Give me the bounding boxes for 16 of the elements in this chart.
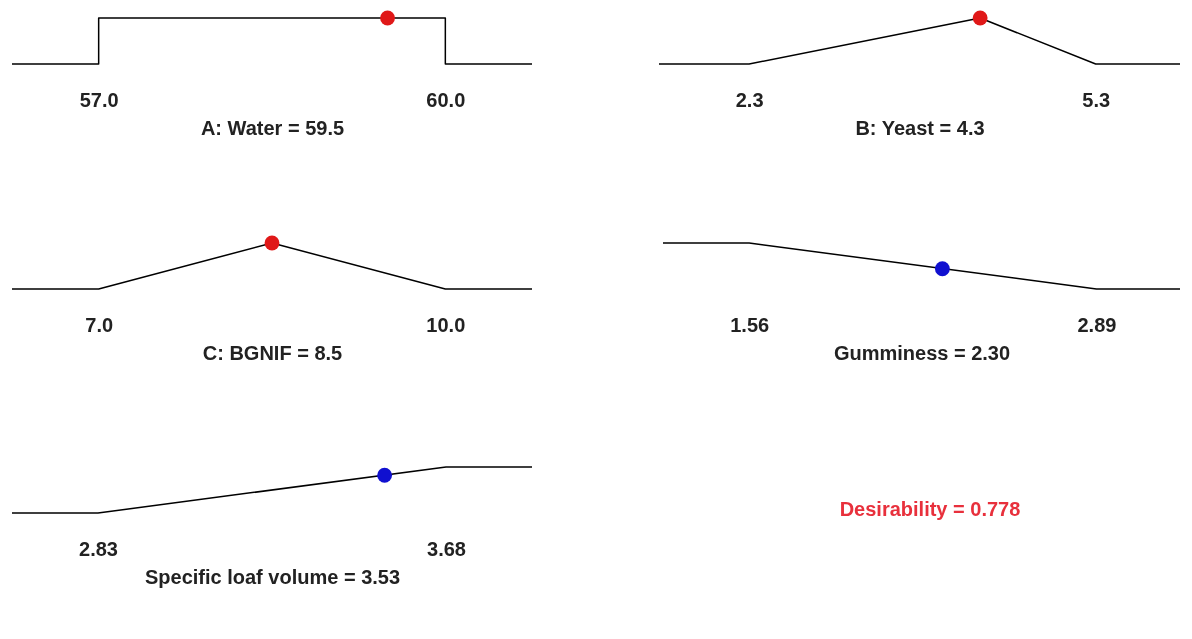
x-tick-label: 10.0 — [426, 313, 466, 336]
x-tick-label: 2.3 — [735, 88, 764, 111]
x-axis-title: B: Yeast = 4.3 — [855, 116, 985, 139]
x-tick-label: 1.56 — [730, 313, 770, 336]
x-tick-label: 2.89 — [1077, 313, 1117, 336]
x-axis-title: A: Water = 59.5 — [200, 116, 345, 139]
text: Desirability = 0.778 — [839, 498, 1021, 520]
x-axis-title: Gumminess = 2.30 — [833, 341, 1011, 364]
x-tick-label: 5.3 — [1082, 88, 1111, 111]
x-tick-label: 7.0 — [85, 313, 114, 336]
x-tick-label: 2.83 — [79, 537, 118, 560]
x-tick-label: 57.0 — [79, 88, 119, 111]
x-tick-label: 60.0 — [426, 88, 466, 111]
x-tick-label: 3.68 — [427, 537, 466, 560]
x-axis-title: C: BGNIF = 8.5 — [202, 341, 343, 364]
x-axis-title: Specific loaf volume = 3.53 — [144, 565, 401, 588]
